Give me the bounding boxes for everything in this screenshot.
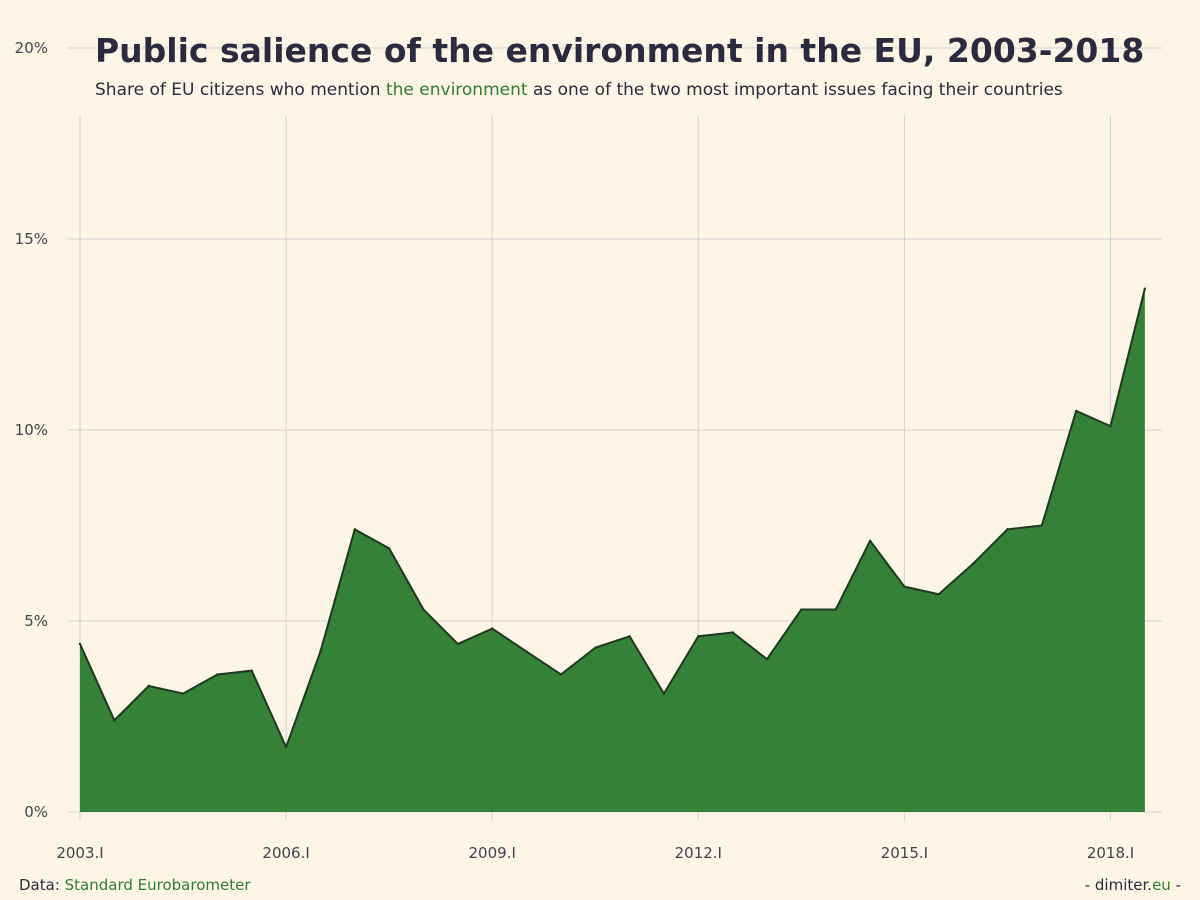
data-point	[456, 642, 460, 646]
data-point	[662, 692, 666, 695]
data-point	[216, 673, 219, 676]
data-point	[834, 608, 837, 611]
chart-title: Public salience of the environment in th…	[95, 31, 1144, 70]
data-source-label: Data:	[19, 876, 60, 894]
data-point	[353, 528, 356, 531]
data-point	[387, 547, 391, 550]
data-point	[147, 684, 150, 688]
subtitle-after: as one of the two most important issues …	[533, 80, 1063, 100]
data-point	[113, 719, 116, 722]
data-point	[525, 650, 528, 653]
data-point	[628, 635, 631, 638]
credit-suffix: -	[1171, 876, 1181, 894]
y-tick-label: 5%	[24, 612, 48, 630]
data-source-name: Standard Eurobarometer	[65, 876, 252, 894]
data-point	[181, 692, 185, 695]
series-area	[80, 288, 1145, 812]
data-point	[800, 608, 803, 611]
y-tick-label: 0%	[24, 803, 48, 821]
y-tick-label: 10%	[15, 421, 48, 439]
data-point	[78, 642, 82, 646]
data-point	[594, 646, 597, 649]
data-point	[1143, 287, 1147, 290]
x-tick-label: 2006.I	[262, 844, 309, 862]
data-point	[971, 562, 975, 565]
credit-accent: eu	[1152, 876, 1171, 894]
credit: - dimiter.eu -	[1085, 876, 1181, 894]
data-point	[422, 608, 425, 611]
x-tick-label: 2003.I	[56, 844, 103, 862]
x-tick-label: 2015.I	[881, 844, 928, 862]
series-layer	[78, 287, 1147, 812]
x-tick-label: 2012.I	[675, 844, 722, 862]
data-point	[1109, 424, 1112, 428]
data-source: Data: Standard Eurobarometer	[19, 876, 251, 894]
x-tick-label: 2009.I	[469, 844, 516, 862]
data-point	[1006, 528, 1009, 531]
y-tick-label: 20%	[15, 39, 48, 57]
series-line	[79, 288, 1146, 749]
data-point	[868, 539, 872, 542]
x-tick-label: 2018.I	[1087, 844, 1134, 862]
data-point	[697, 635, 700, 638]
chart-subtitle: Share of EU citizens who mention the env…	[95, 80, 1063, 100]
x-axis-ticks: 2003.I 2006.I 2009.I 2012.I 2015.I 2018.I	[56, 844, 1134, 862]
credit-prefix: - dimiter.	[1085, 876, 1152, 894]
data-point	[1040, 524, 1044, 527]
data-point	[250, 669, 253, 672]
y-axis-ticks: 0% 5% 10% 15% 20%	[15, 39, 48, 821]
y-tick-label: 15%	[15, 230, 48, 248]
data-point	[937, 593, 940, 596]
data-point	[559, 673, 563, 676]
data-point	[319, 650, 322, 653]
subtitle-before: Share of EU citizens who mention	[95, 80, 381, 100]
data-point	[1074, 409, 1078, 413]
data-point	[765, 658, 769, 661]
subtitle-highlight: the environment	[386, 80, 528, 100]
data-point	[903, 585, 906, 588]
data-point	[731, 631, 734, 634]
data-point	[491, 627, 494, 630]
data-point	[284, 745, 288, 749]
